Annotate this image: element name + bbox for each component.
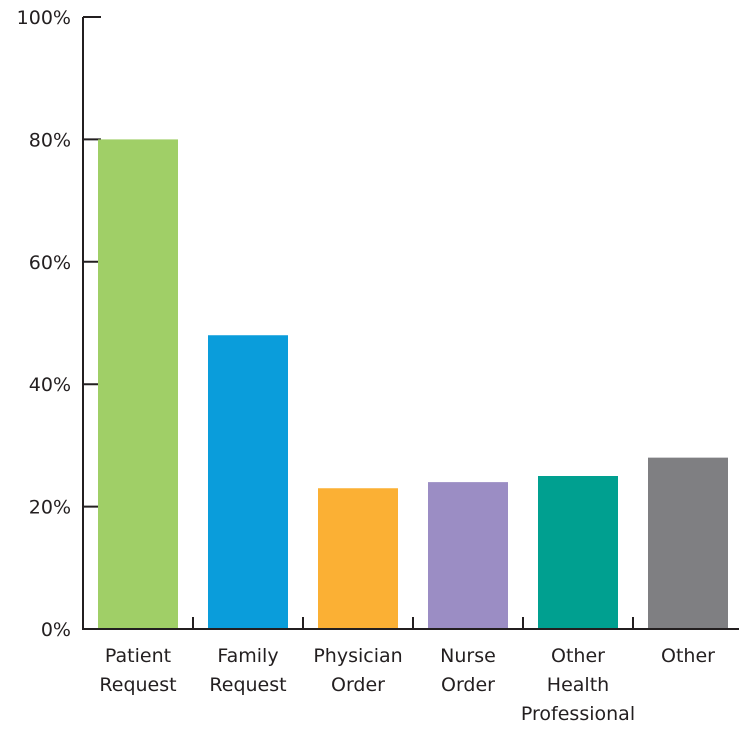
x-category-label: Family Request [209,645,286,696]
x-category-label: Other Health Professional [521,645,635,725]
x-category-label: Patient Request [99,645,176,696]
x-category-label: Nurse Order [440,645,496,696]
bar [318,488,398,629]
bar [98,139,178,629]
x-category-label: Physician Order [313,645,402,696]
bar [428,482,508,629]
y-axis-ticks: 0% 20% 40% 60% 80% 100% [17,7,101,641]
bar [648,457,728,629]
x-category-label: Other [661,645,715,667]
y-tick-label: 80% [29,129,71,151]
bar [208,335,288,629]
x-axis-ticks [192,617,634,629]
y-tick-label: 20% [29,497,71,519]
y-tick-label: 100% [17,7,71,29]
y-tick-label: 60% [29,252,71,274]
bar [538,476,618,629]
y-tick-label: 0% [41,619,71,641]
bars [98,139,728,629]
y-tick-label: 40% [29,374,71,396]
category-labels: Patient Request Family Request Physician Orde… [99,645,715,725]
